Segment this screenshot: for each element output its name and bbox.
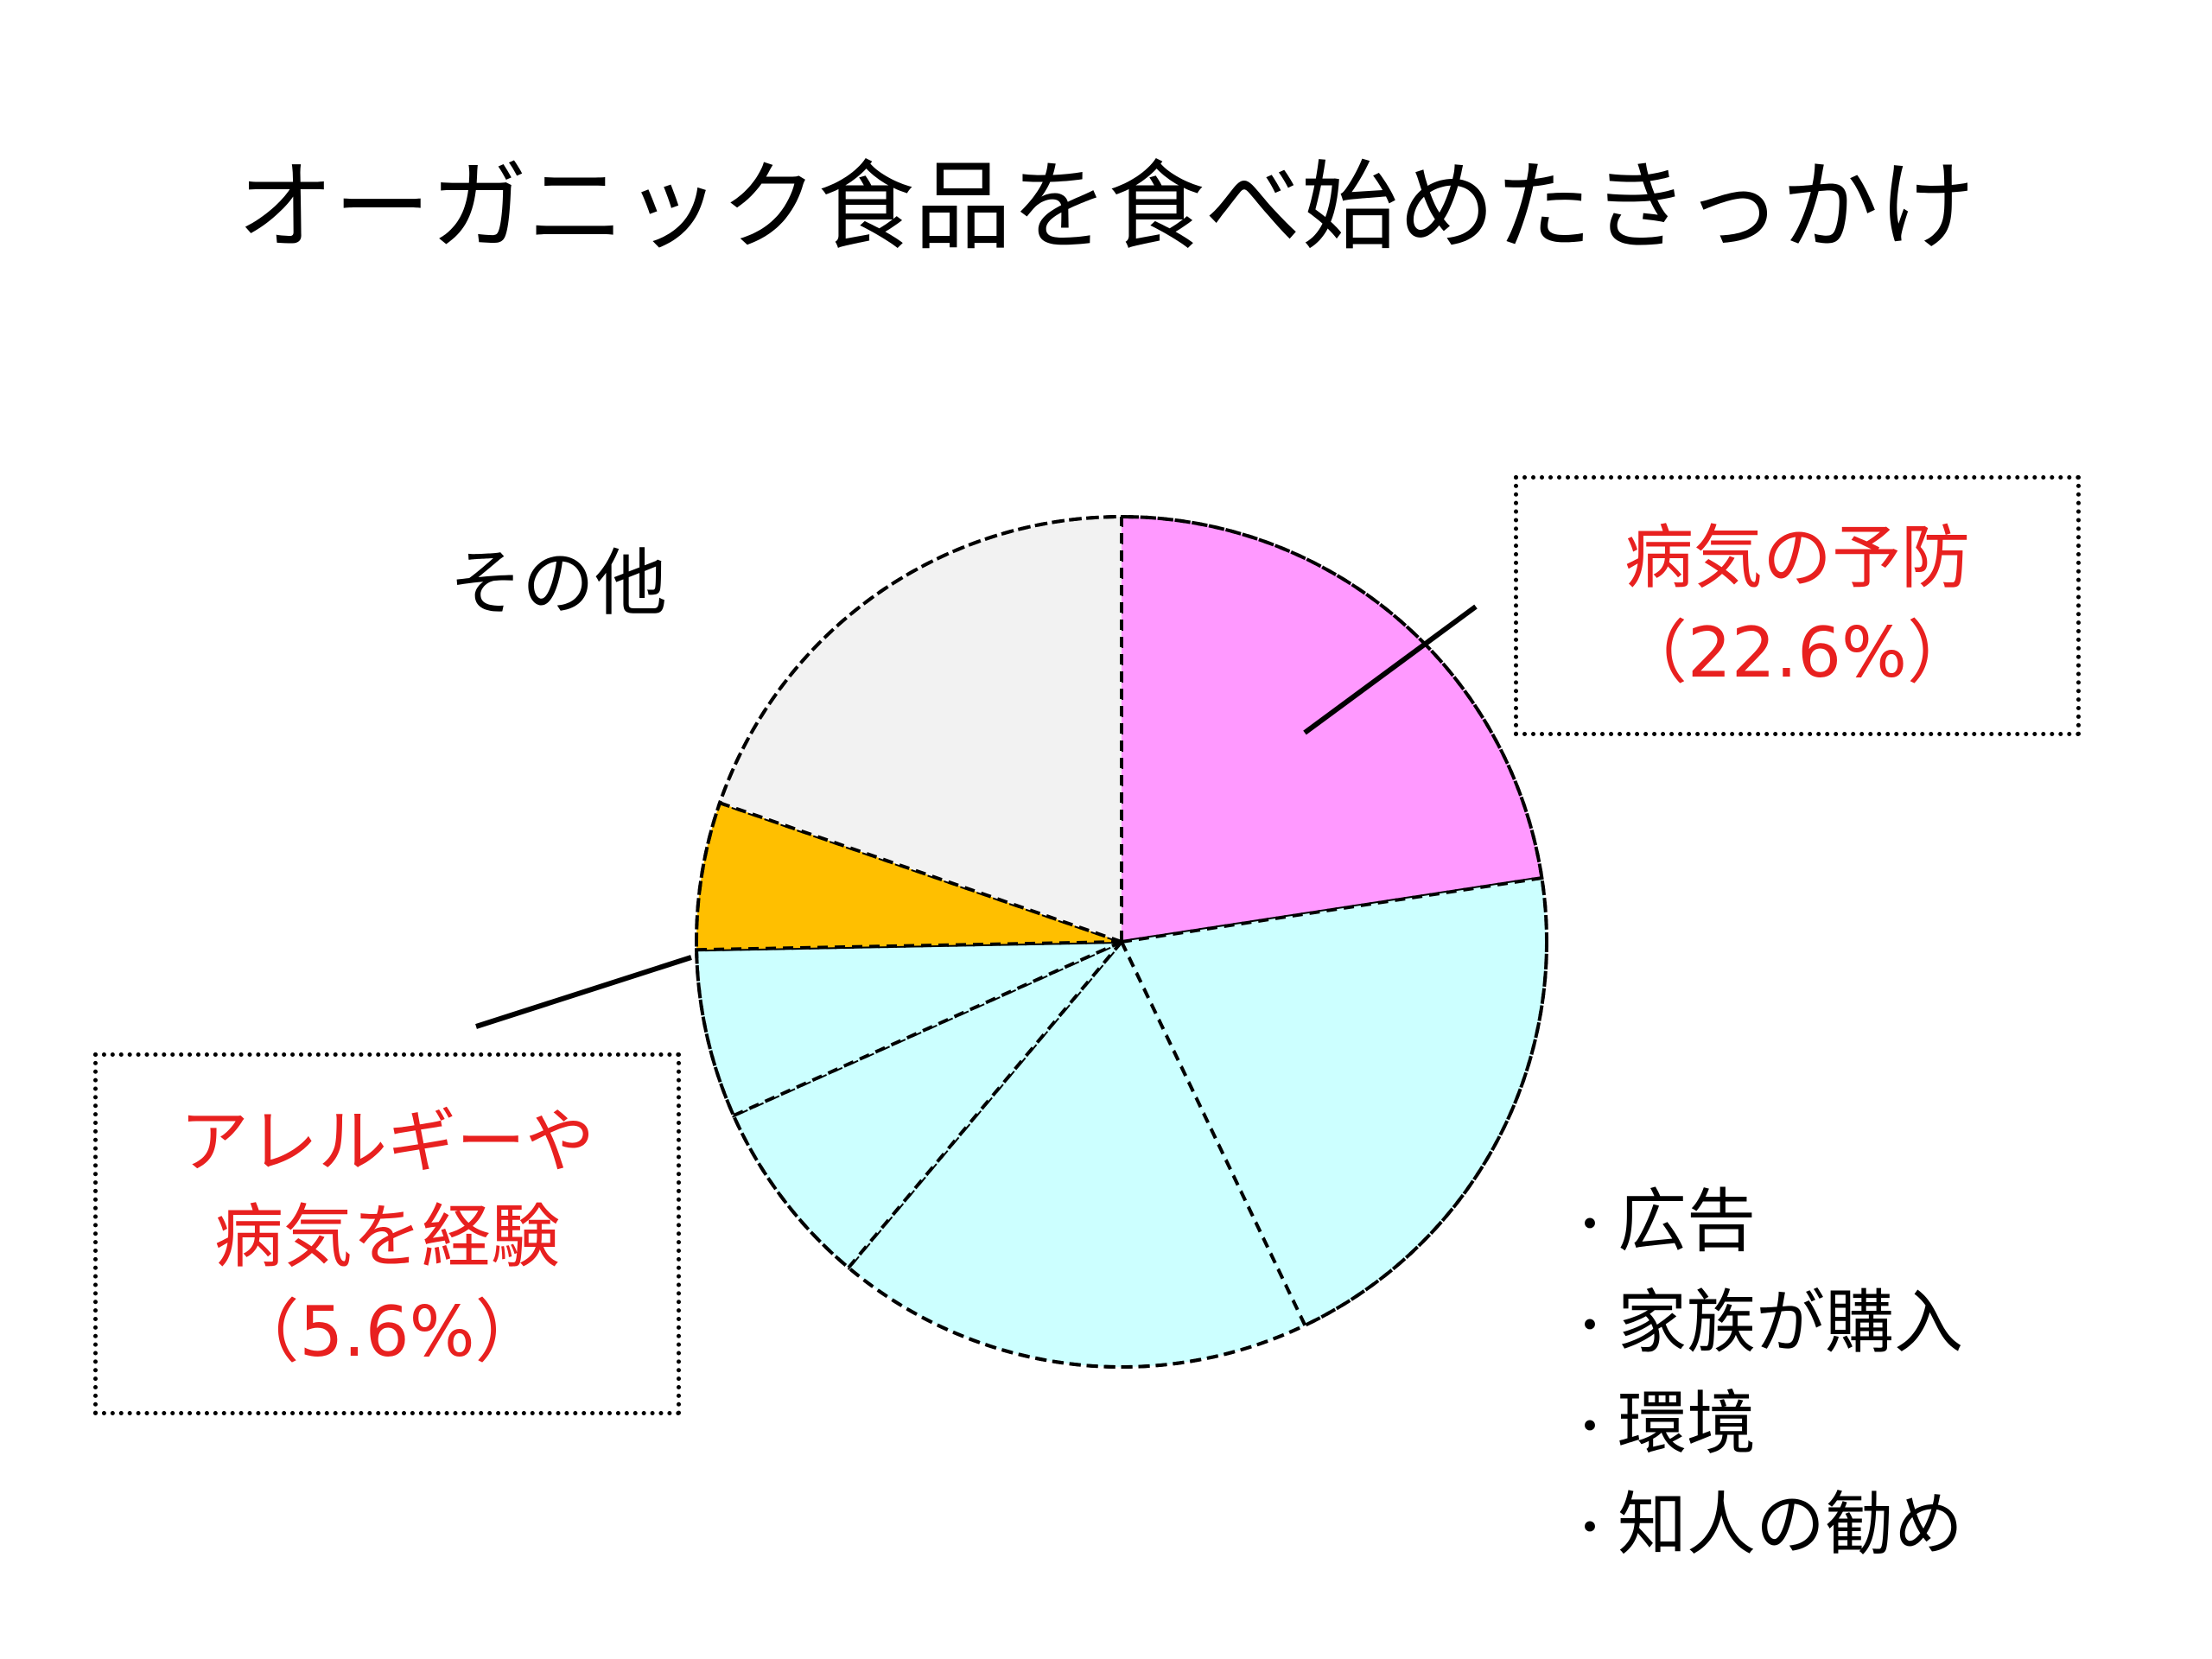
callout-allergy-label-1: アレルギーや: [180, 1102, 594, 1182]
list-item: ・知人の勧め: [1566, 1477, 1963, 1578]
bullet-icon: ・: [1566, 1299, 1614, 1356]
pie-slices: [695, 514, 1549, 1369]
pie-slice-2: [1119, 875, 1549, 1328]
callout-prevention: 病気の予防 （22.6%）: [1514, 475, 2081, 736]
callout-allergy: アレルギーや 病気を経験 （5.6%）: [93, 1052, 681, 1415]
list-item: ・家族が購入: [1566, 1274, 1963, 1376]
bullet-icon: ・: [1566, 1198, 1614, 1255]
leader-line-allergy: [475, 955, 692, 1029]
chart-title: オーガニック食品を食べ始めたきっかけ: [237, 151, 1975, 264]
bullet-icon: ・: [1566, 1501, 1614, 1558]
callout-allergy-value: （5.6%）: [230, 1292, 544, 1372]
leader-line-prevention: [1303, 604, 1478, 735]
list-item-label: 家族が購入: [1618, 1282, 1963, 1363]
callout-prevention-value: （22.6%）: [1618, 613, 1977, 693]
bullet-icon: ・: [1566, 1400, 1614, 1457]
slice-label-other: その他: [449, 541, 668, 626]
list-item-label: 知人の勧め: [1618, 1484, 1963, 1566]
pie-slice-6: [695, 800, 1122, 952]
list-item: ・環境: [1566, 1376, 1963, 1477]
list-item-label: 環境: [1618, 1383, 1756, 1465]
list-item-label: 広告: [1618, 1181, 1756, 1262]
callout-allergy-label-2: 病気を経験: [214, 1197, 560, 1277]
pie-outline: [695, 515, 1548, 1369]
list-item: ・広告: [1566, 1173, 1963, 1274]
callout-prevention-label: 病気の予防: [1624, 518, 1970, 598]
other-reasons-list: ・広告 ・家族が購入 ・環境 ・知人の勧め: [1566, 1173, 1963, 1578]
pie-slice-1: [1120, 514, 1544, 944]
